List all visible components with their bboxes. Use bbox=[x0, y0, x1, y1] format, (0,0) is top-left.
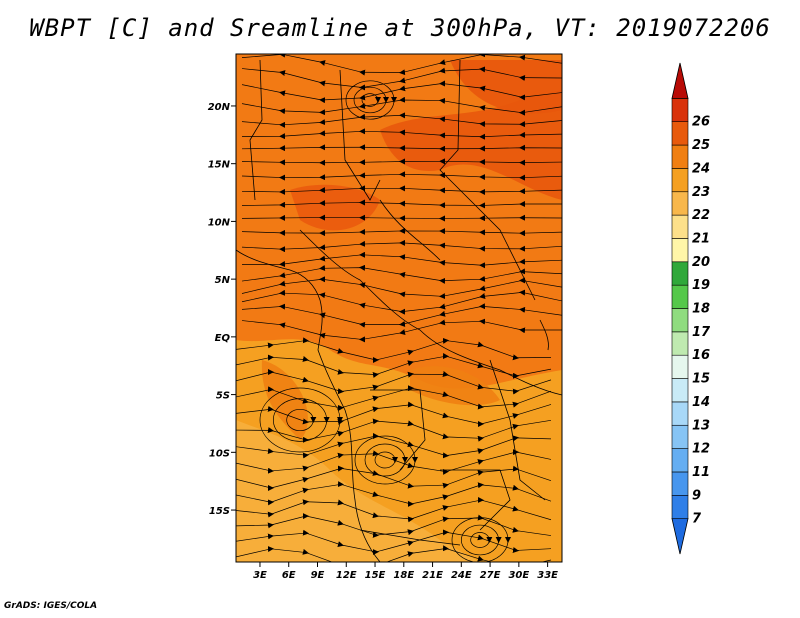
colorbar-label: 19 bbox=[692, 278, 710, 293]
colorbar-swatch bbox=[671, 261, 689, 286]
color-bar: 7 9 11 12 13 14 15 16 17 18 19 20 21 22 23 24 25 26 bbox=[671, 62, 711, 555]
lat-tick-label: 20N bbox=[208, 102, 231, 113]
colorbar-swatch bbox=[671, 214, 689, 239]
lat-tick-label: 15S bbox=[209, 506, 230, 517]
colorbar-label: 21 bbox=[692, 231, 710, 246]
colorbar-label: 25 bbox=[692, 138, 710, 153]
colorbar-swatch bbox=[671, 354, 689, 379]
colorbar-label: 9 bbox=[692, 488, 701, 503]
colorbar-top-arrow bbox=[671, 62, 689, 99]
latitude-axis: 20N 15N 10N 5N EQ 5S 10S 15S bbox=[208, 102, 236, 517]
colorbar-swatch bbox=[671, 144, 689, 169]
colorbar-swatch bbox=[671, 284, 689, 309]
colorbar-swatch bbox=[671, 448, 689, 473]
lat-tick-label: 15N bbox=[208, 160, 231, 171]
lon-tick-label: 12E bbox=[336, 570, 357, 581]
colorbar-label: 12 bbox=[692, 442, 710, 457]
lat-tick-label: 5N bbox=[215, 275, 231, 286]
colorbar-label: 26 bbox=[692, 115, 710, 130]
colorbar-swatch bbox=[671, 424, 689, 449]
lat-tick-label: EQ bbox=[215, 333, 231, 344]
lon-tick-label: 21E bbox=[422, 570, 443, 581]
colorbar-swatch bbox=[671, 121, 689, 146]
lon-tick-label: 27E bbox=[480, 570, 501, 581]
colorbar-label: 17 bbox=[692, 325, 711, 340]
colorbar-swatch bbox=[671, 308, 689, 333]
colorbar-label: 18 bbox=[692, 302, 710, 317]
colorbar-label: 20 bbox=[692, 255, 710, 270]
wbpt-field bbox=[236, 54, 562, 562]
longitude-axis: 3E 6E 9E 12E 15E 18E 21E 24E 27E 30E 33E bbox=[253, 562, 558, 581]
colorbar-swatch bbox=[671, 471, 689, 496]
lon-tick-label: 33E bbox=[537, 570, 558, 581]
chart-title: WBPT [C] and Sreamline at 300hPa, VT: 20… bbox=[29, 14, 771, 42]
colorbar-swatch bbox=[671, 331, 689, 356]
colorbar-swatch bbox=[671, 378, 689, 403]
colorbar-label: 23 bbox=[692, 185, 710, 200]
colorbar-label: 14 bbox=[692, 395, 710, 410]
lon-tick-label: 9E bbox=[311, 570, 325, 581]
colorbar-label: 22 bbox=[692, 208, 710, 223]
colorbar-swatch bbox=[671, 238, 689, 263]
lat-tick-label: 5S bbox=[216, 391, 230, 402]
colorbar-swatch bbox=[671, 98, 689, 122]
lon-tick-label: 24E bbox=[451, 570, 472, 581]
lon-tick-label: 3E bbox=[253, 570, 267, 581]
grads-credit: GrADS: IGES/COLA bbox=[4, 601, 98, 611]
colorbar-label: 11 bbox=[692, 465, 710, 480]
lat-tick-label: 10S bbox=[209, 448, 230, 459]
lon-tick-label: 30E bbox=[508, 570, 529, 581]
colorbar-bottom-arrow bbox=[671, 518, 689, 555]
colorbar-swatch bbox=[671, 494, 689, 519]
colorbar-label: 7 bbox=[692, 512, 702, 527]
colorbar-label: 24 bbox=[692, 161, 710, 176]
lon-tick-label: 15E bbox=[365, 570, 386, 581]
colorbar-label: 13 bbox=[692, 418, 710, 433]
colorbar-swatch bbox=[671, 168, 689, 193]
lon-tick-label: 18E bbox=[393, 570, 414, 581]
colorbar-label: 16 bbox=[692, 348, 710, 363]
colorbar-swatch bbox=[671, 401, 689, 426]
lat-tick-label: 10N bbox=[208, 217, 231, 228]
colorbar-label: 15 bbox=[692, 372, 710, 387]
lon-tick-label: 6E bbox=[282, 570, 296, 581]
colorbar-swatch bbox=[671, 191, 689, 216]
